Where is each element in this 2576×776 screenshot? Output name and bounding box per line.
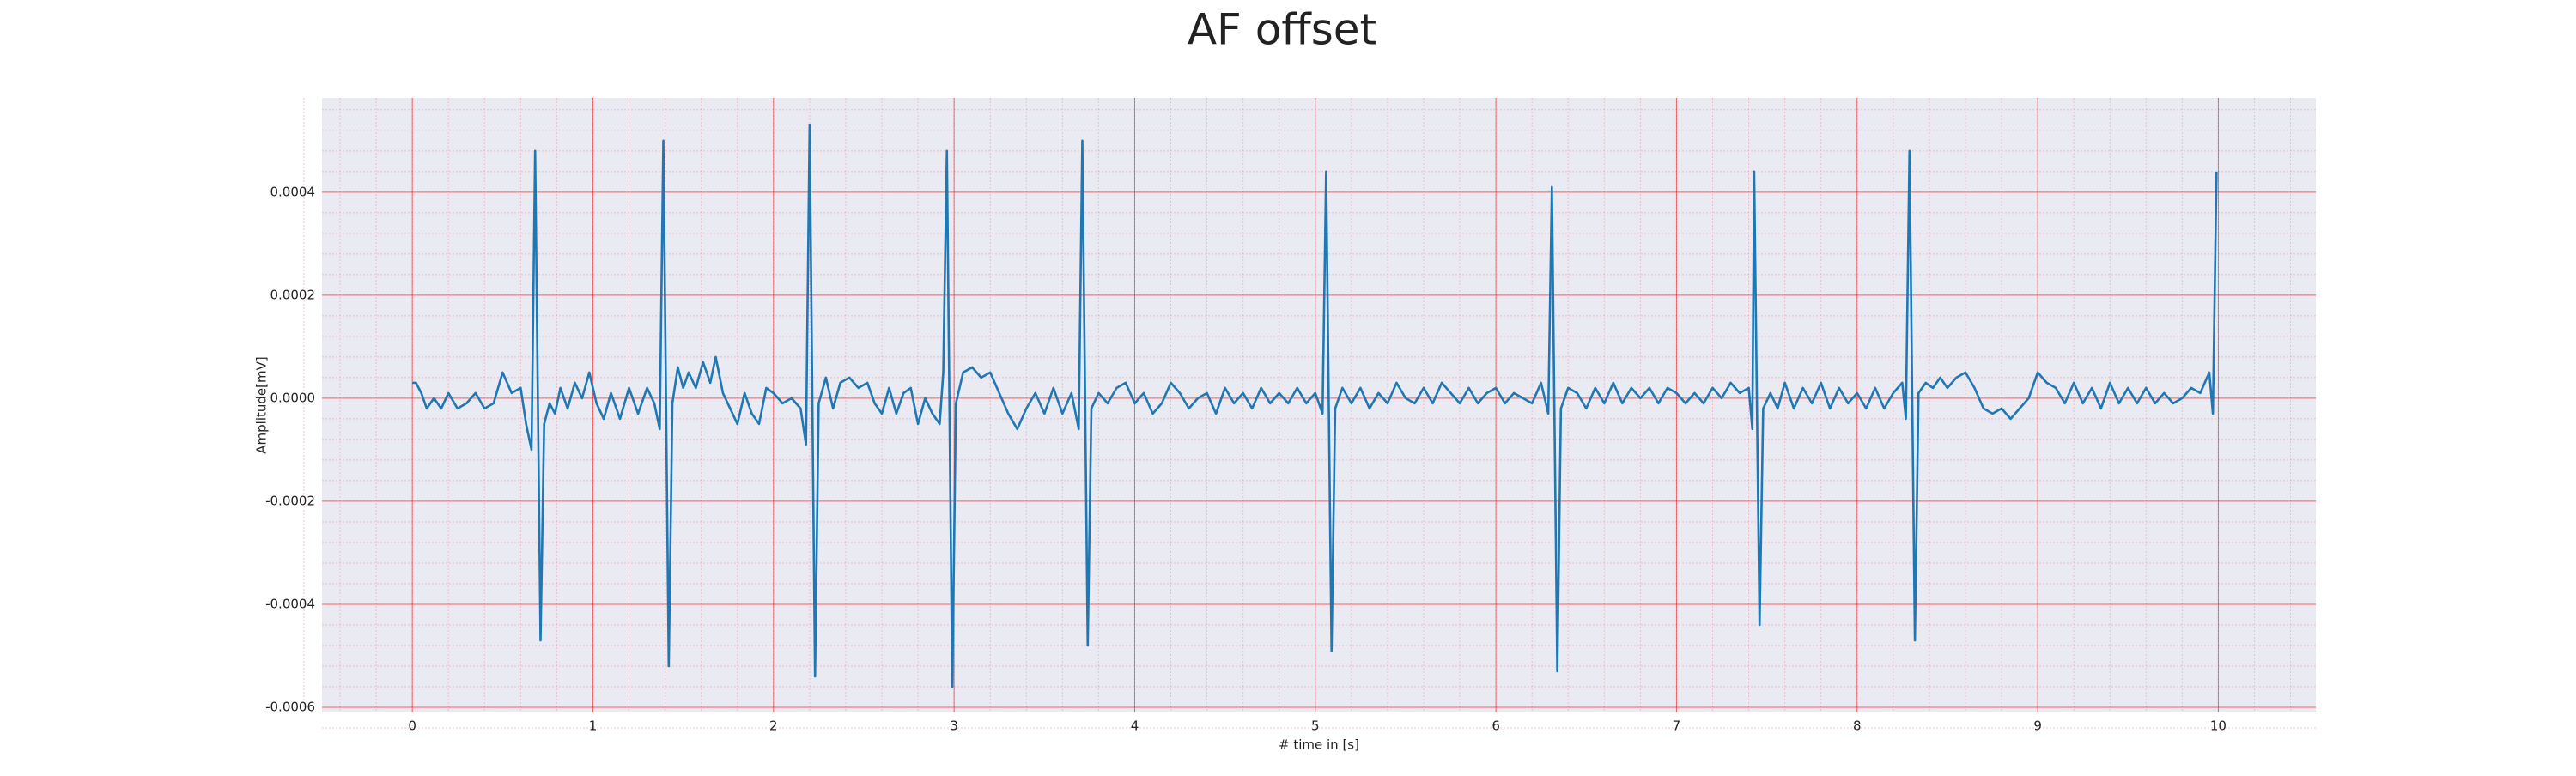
y-tick-label: 0.0000 (270, 390, 316, 405)
chart-title: AF offset (1188, 5, 1376, 55)
y-axis-label: Amplitude[mV] (254, 356, 270, 453)
y-tick-label: 0.0004 (270, 184, 316, 199)
y-tick-label: -0.0002 (265, 493, 315, 508)
y-tick-label: -0.0004 (265, 596, 315, 611)
x-tick-label: 1 (589, 718, 598, 734)
x-tick-label: 8 (1853, 718, 1862, 734)
grid (303, 98, 2316, 729)
x-tick-label: 6 (1492, 718, 1500, 734)
ecg-line (412, 124, 2218, 688)
y-tick-label: 0.0002 (270, 287, 316, 302)
x-tick-label: 0 (408, 718, 416, 734)
x-axis-label: # time in [s] (1279, 737, 1359, 753)
x-tick-label: 3 (950, 718, 958, 734)
x-tick-label: 10 (2210, 718, 2227, 734)
x-tick-label: 7 (1673, 718, 1681, 734)
x-tick-label: 9 (2033, 718, 2042, 734)
x-tick-label: 2 (769, 718, 778, 734)
x-tick-label: 5 (1311, 718, 1320, 734)
x-tick-label: 4 (1131, 718, 1139, 734)
y-tick-label: -0.0006 (265, 699, 315, 714)
